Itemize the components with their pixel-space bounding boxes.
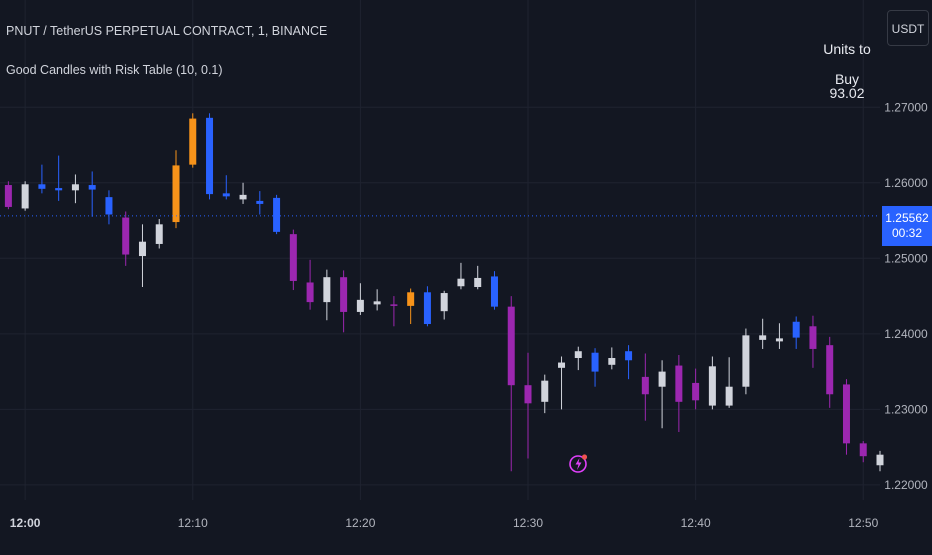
bar-countdown: 00:32 [891,226,923,240]
candle-body [138,241,146,257]
y-tick-label: 1.24000 [884,327,928,341]
x-tick-label: 12:20 [345,516,375,530]
candle-body [21,184,29,209]
candle-body [490,276,498,307]
candle-body [323,277,331,303]
candle-body [742,335,750,387]
last-price-badge: 1.25562 00:32 [882,206,932,246]
candle-body [172,165,180,223]
candle-body [625,351,633,361]
candle-body [641,376,649,395]
candle-body [474,277,482,288]
candle-body [792,321,800,338]
candle-body [340,277,348,312]
indicator-label[interactable]: Good Candles with Risk Table (10, 0.1) [6,63,223,77]
candle-body [222,193,230,197]
candle-body [608,358,616,365]
x-tick-label: 12:40 [681,516,711,530]
flash-icon[interactable] [567,451,591,475]
candle-body [38,184,46,189]
x-tick-label: 12:30 [513,516,543,530]
candle-body [206,117,214,195]
candle-body [155,224,163,244]
candle-body [558,362,566,368]
y-tick-label: 1.27000 [884,100,928,114]
candle-body [507,306,515,386]
symbol-title[interactable]: PNUT / TetherUS PERPETUAL CONTRACT, 1, B… [6,24,328,38]
candle-body [189,118,197,165]
candle-body [239,194,247,200]
y-tick-label: 1.23000 [884,402,928,416]
candle-body [356,299,364,312]
candle-body [55,188,63,191]
candle-body [423,292,431,325]
risk-table-label: Units to Buy [823,41,871,87]
y-tick-label: 1.25000 [884,251,928,265]
candle-body [524,385,532,404]
candle-body [122,217,130,255]
candle-body [692,382,700,401]
candle-body [809,326,817,349]
y-tick-label: 1.22000 [884,478,928,492]
x-tick-label: 12:00 [10,516,41,530]
x-tick-label: 12:50 [848,516,878,530]
candle-body [289,234,297,281]
candle-body [256,200,264,204]
candle-body [4,185,12,207]
candle-body [407,292,415,306]
risk-table-value: 93.02 [829,85,865,101]
candle-body [591,352,599,372]
candle-body [775,338,783,342]
candle-body [390,304,398,306]
candle-body [457,278,465,287]
last-price-value: 1.25562 [885,211,929,225]
currency-button[interactable]: USDT [887,10,929,46]
candle-body [859,443,867,457]
candle-body [574,351,582,359]
risk-table: Units to Buy 93.02 [814,34,880,108]
y-tick-label: 1.26000 [884,176,928,190]
candle-body [826,345,834,395]
x-tick-label: 12:10 [178,516,208,530]
candle-body [708,366,716,406]
axes: 1.27000 1.26000 1.25000 1.24000 1.23000 1.220… [10,100,928,530]
candle-body [306,282,314,303]
candle-body [373,301,381,305]
candle-body [658,371,666,387]
candle-body [541,380,549,402]
candle-body [759,335,767,340]
candle-body [273,197,281,232]
candle-body [725,386,733,406]
candle-body [440,293,448,312]
candle-body [88,185,96,190]
candle-body [71,184,79,191]
candle-body [105,197,113,215]
candle-body [876,454,884,466]
candle-body [675,365,683,402]
candle-body [842,384,850,444]
candles [4,113,884,472]
